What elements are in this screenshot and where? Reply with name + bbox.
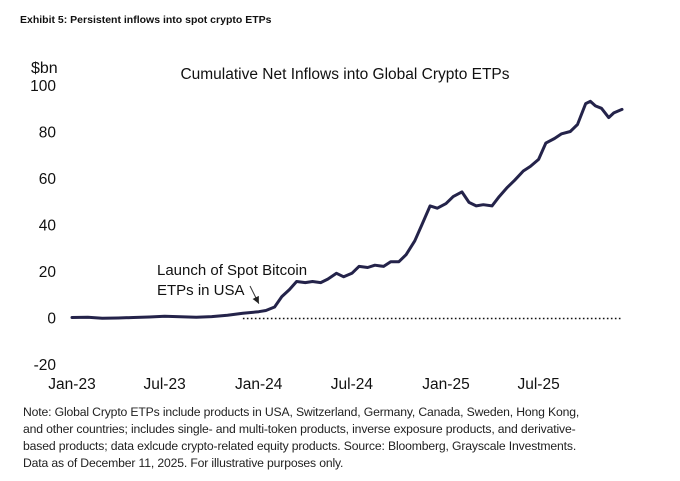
y-tick-label: 60 — [39, 171, 57, 188]
footnote-line: Note: Global Crypto ETPs include product… — [23, 405, 580, 419]
x-tick-label: Jul-25 — [517, 376, 559, 393]
exhibit-title: Exhibit 5: Persistent inflows into spot … — [20, 14, 272, 26]
x-tick-label: Jan-25 — [422, 376, 469, 393]
series-line-cumulative-inflows — [70, 99, 624, 320]
footnote-line: based products; data exlcude crypto-rela… — [23, 439, 577, 453]
y-tick-label: 20 — [39, 264, 57, 281]
x-tick-label: Jan-23 — [48, 376, 95, 393]
annotation-text-line-2: ETPs in USA — [157, 282, 245, 299]
y-tick-label: 80 — [39, 125, 57, 142]
footnote-line: and other countries; includes single- an… — [23, 422, 576, 436]
annotation-text-line-1: Launch of Spot Bitcoin — [157, 262, 307, 279]
annotation-spot-bitcoin-launch: Launch of Spot Bitcoin ETPs in USA — [157, 262, 307, 304]
annotation-arrowhead — [252, 295, 259, 304]
y-axis-ticks: 100 80 60 40 20 0 -20 — [30, 78, 56, 374]
x-tick-label: Jul-24 — [331, 376, 374, 393]
x-tick-label: Jul-23 — [143, 376, 185, 393]
chart-title: Cumulative Net Inflows into Global Crypt… — [180, 66, 510, 83]
chart-plot: 100 80 60 40 20 0 -20 Jan-23 Jul-23 Jan-24 Jul-24… — [30, 78, 624, 393]
footnote-line: Data as of December 11, 2025. For illust… — [23, 456, 344, 470]
y-tick-label: 100 — [30, 78, 56, 95]
x-axis-ticks: Jan-23 Jul-23 Jan-24 Jul-24 Jan-25 Jul-25 — [48, 376, 559, 393]
y-tick-label: 0 — [47, 311, 56, 328]
x-tick-label: Jan-24 — [235, 376, 283, 393]
footnote: Note: Global Crypto ETPs include product… — [23, 404, 663, 472]
y-axis-unit-label: $bn — [31, 60, 58, 77]
y-tick-label: -20 — [34, 357, 57, 374]
y-tick-label: 40 — [39, 218, 57, 235]
